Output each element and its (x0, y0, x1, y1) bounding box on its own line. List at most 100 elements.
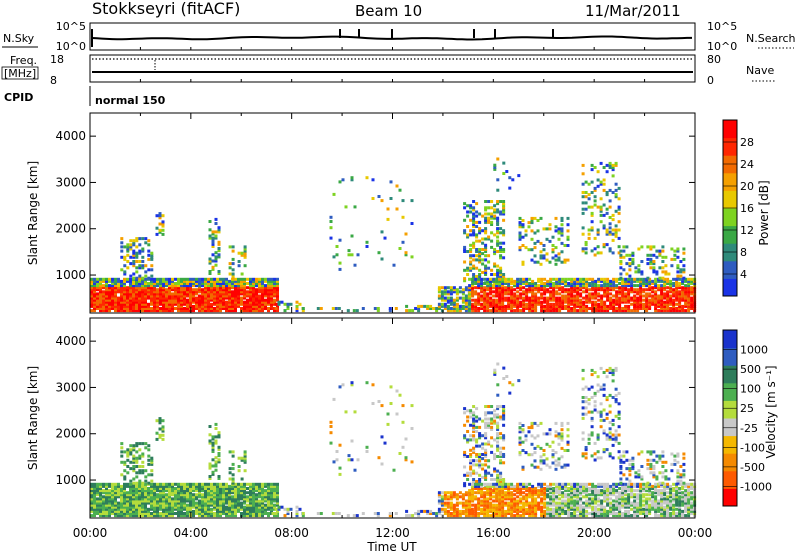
power-cell (658, 250, 661, 253)
power-cell (395, 307, 398, 310)
power-cell (417, 305, 420, 308)
power-cell (487, 200, 490, 203)
velocity-cell (496, 432, 499, 435)
power-cell (546, 227, 549, 230)
power-cell (612, 295, 615, 298)
velocity-cell (513, 497, 516, 500)
velocity-cell (147, 448, 150, 451)
power-cell (543, 248, 546, 251)
velocity-cell (469, 453, 472, 456)
power-cell (490, 221, 493, 224)
power-cell (519, 232, 522, 235)
power-cell (690, 286, 693, 289)
power-cell (561, 261, 564, 264)
noise-left-label: N.Sky (3, 32, 35, 45)
power-cell (275, 307, 278, 310)
power-cell (411, 199, 414, 202)
power-cell (201, 288, 204, 291)
velocity-cell (411, 404, 414, 407)
velocity-cell (478, 432, 481, 435)
velocity-cell (108, 483, 111, 486)
power-cell (348, 253, 351, 256)
power-cell (528, 248, 531, 251)
velocity-cell (302, 512, 305, 515)
power-cell (618, 286, 621, 289)
power-cell (438, 303, 441, 306)
velocity-cell (120, 485, 123, 488)
velocity-cell (555, 502, 558, 505)
colorbar-swatch (723, 208, 737, 226)
velocity-cell (366, 446, 369, 449)
power-cell (278, 301, 281, 304)
velocity-cell (218, 452, 221, 455)
power-cell (126, 254, 129, 257)
power-cell (120, 241, 123, 244)
velocity-cell (162, 483, 165, 486)
velocity-cell (330, 421, 333, 424)
velocity-cell (215, 469, 218, 472)
velocity-cell (238, 465, 241, 468)
power-cell (588, 183, 591, 186)
velocity-cell (528, 483, 531, 486)
power-cell (484, 258, 487, 261)
power-cell (591, 292, 594, 295)
velocity-cell (102, 489, 105, 492)
power-cell (552, 236, 555, 239)
power-cell (591, 206, 594, 209)
power-cell (534, 217, 537, 220)
power-cell (682, 268, 685, 271)
velocity-cell (278, 506, 281, 509)
velocity-cell (493, 468, 496, 471)
power-cell (564, 305, 567, 308)
power-cell (658, 266, 661, 269)
power-cell (212, 230, 215, 233)
power-cell (582, 247, 585, 250)
power-cell (582, 195, 585, 198)
power-cell (381, 230, 384, 233)
velocity-cell (243, 483, 246, 486)
power-cell (543, 254, 546, 257)
power-cell (238, 260, 241, 263)
power-cell (628, 254, 631, 257)
velocity-cell (135, 482, 138, 485)
velocity-cell (147, 473, 150, 476)
velocity-cell (231, 495, 234, 498)
velocity-cell (132, 482, 135, 485)
power-cell (272, 307, 275, 310)
power-cell (201, 278, 204, 281)
power-cell (296, 301, 299, 304)
power-cell (481, 271, 484, 274)
power-cell (475, 275, 478, 278)
power-cell (663, 292, 666, 295)
velocity-cell (389, 512, 392, 515)
velocity-cell (351, 440, 354, 443)
velocity-cell (159, 483, 162, 486)
power-cell (475, 258, 478, 261)
power-cell (284, 303, 287, 306)
velocity-cell (474, 495, 477, 498)
power-cell (159, 307, 162, 310)
velocity-cell (525, 493, 528, 496)
power-cell (405, 233, 408, 236)
velocity-cell (120, 450, 123, 453)
power-cell (567, 282, 570, 285)
power-cell (597, 284, 600, 287)
power-cell (466, 233, 469, 236)
velocity-cell (229, 450, 232, 453)
velocity-cell (201, 483, 204, 486)
power-cell (555, 297, 558, 300)
velocity-cell (150, 512, 153, 515)
velocity-cell (456, 508, 459, 511)
power-cell (504, 286, 507, 289)
power-cell (423, 305, 426, 308)
power-cell (585, 278, 588, 281)
velocity-cell (466, 416, 469, 419)
velocity-cell (241, 478, 244, 481)
velocity-cell (105, 483, 108, 486)
velocity-cell (381, 435, 384, 438)
power-cell (609, 222, 612, 225)
velocity-cell (540, 483, 543, 486)
power-cell (147, 303, 150, 306)
velocity-cell (129, 467, 132, 470)
velocity-cell (496, 470, 499, 473)
